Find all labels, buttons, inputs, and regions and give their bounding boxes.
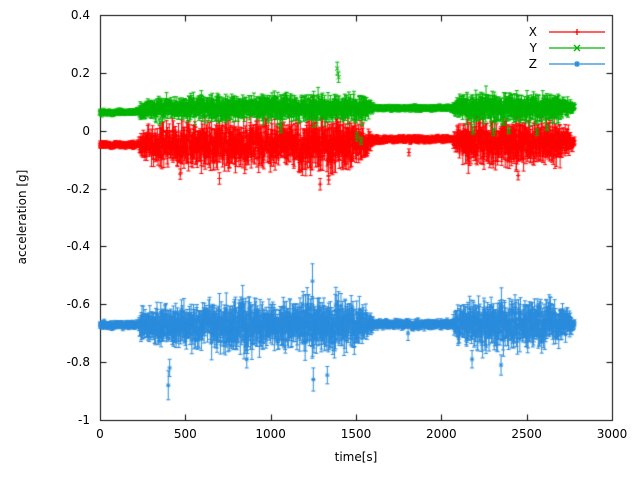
legend-sample-line-x [549,29,605,35]
x-tick-label: 0 [96,427,104,441]
legend-sample-line-y [549,44,605,52]
legend-label-z: Z [528,57,537,71]
x-tick-label: 2000 [426,427,457,441]
x-tick-label: 2500 [511,427,542,441]
y-tick-label: -0.8 [66,355,90,370]
x-tick-label: 500 [173,427,197,441]
legend-entry-z: Z [529,56,607,72]
legend-label-x: X [528,25,537,39]
y-tick-label: -0.4 [66,239,90,254]
x-axis-title: time[s] [334,450,378,464]
x-tick-label: 1000 [255,427,286,441]
x-tick-label: 1500 [340,427,372,441]
cross-marker-icon [573,44,581,52]
legend-label-y: Y [529,41,537,55]
legend-sample-line-z [549,61,605,67]
y-tick-label: -1 [78,413,90,427]
legend-entry-y: Y [529,40,607,56]
x-tick-label: 3000 [596,427,628,441]
asterisk-marker-icon [574,61,580,67]
y-axis-title: acceleration [g] [15,169,29,265]
plus-marker-icon [574,29,580,35]
y-tick-label: -0.6 [66,297,90,312]
y-tick-label: 0 [82,123,90,138]
legend: X Y Z [529,24,607,72]
legend-entry-x: X [529,24,607,40]
y-tick-label: -0.2 [66,181,90,196]
y-tick-label: 0.2 [70,65,90,80]
y-tick-label: 0.4 [70,8,90,22]
